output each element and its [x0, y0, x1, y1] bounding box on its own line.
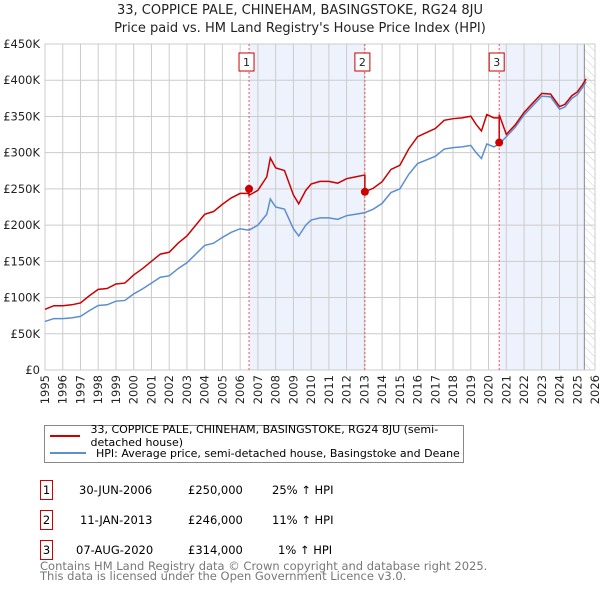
- y-tick-label: £50K: [11, 327, 41, 341]
- x-tick-label: 2017: [428, 375, 442, 404]
- x-tick-label: 2016: [411, 375, 425, 404]
- footer: Contains HM Land Registry data © Crown c…: [40, 559, 488, 583]
- transaction-row: 2 11-JAN-2013 £246,000 11% ↑ HPI: [40, 510, 440, 532]
- sale-label: 2: [359, 56, 366, 69]
- footer-line: This data is licensed under the Open Gov…: [40, 569, 407, 583]
- chart-subtitle: Price paid vs. HM Land Registry's House …: [114, 21, 486, 36]
- y-tick-label: £150K: [3, 254, 40, 268]
- x-tick-label: 2009: [286, 375, 300, 404]
- x-tick-label: 2002: [162, 375, 176, 404]
- x-tick-label: 1995: [38, 375, 52, 404]
- legend-hpi: HPI: Average price, semi-detached house,…: [96, 446, 460, 460]
- x-tick-label: 2024: [553, 375, 567, 404]
- x-tick-label: 2003: [180, 375, 194, 404]
- y-tick-label: £250K: [3, 182, 40, 196]
- transaction-hpi: 11% ↑ HPI: [272, 513, 334, 527]
- transaction-hpi: 1% ↑ HPI: [278, 543, 333, 557]
- x-tick-label: 2013: [357, 375, 371, 404]
- x-tick-label: 1999: [109, 375, 123, 404]
- sale-label: 3: [493, 56, 500, 69]
- sale-label: 1: [243, 56, 250, 69]
- footer-line: Contains HM Land Registry data © Crown c…: [40, 559, 488, 573]
- x-tick-label: 2023: [535, 375, 549, 404]
- x-tick-label: 2011: [322, 375, 336, 404]
- shaded-period: [249, 44, 365, 370]
- legend-property: 33, COPPICE PALE, CHINEHAM, BASINGSTOKE,…: [90, 423, 439, 449]
- property-price-line: [44, 78, 587, 311]
- transaction-price: £314,000: [188, 543, 243, 557]
- x-tick-label: 2020: [482, 375, 496, 404]
- x-tick-label: 2001: [144, 375, 158, 404]
- transaction-row: 1 30-JUN-2006 £250,000 25% ↑ HPI: [40, 480, 440, 502]
- y-tick-label: £100K: [3, 291, 40, 305]
- transaction-date: 07-AUG-2020: [76, 543, 154, 557]
- sale-label-box: [354, 52, 371, 72]
- y-tick-label: £450K: [3, 37, 40, 51]
- y-tick-label: £400K: [3, 73, 40, 87]
- sale-label-box: [488, 52, 505, 72]
- y-tick-label: £300K: [3, 146, 40, 160]
- x-tick-label: 2008: [269, 375, 283, 404]
- y-tick-label: £0: [25, 363, 40, 377]
- x-tick-label: 2005: [215, 375, 229, 404]
- y-tick-label: £200K: [3, 218, 40, 232]
- chart-title: 33, COPPICE PALE, CHINEHAM, BASINGSTOKE,…: [117, 3, 483, 18]
- x-tick-label: 2014: [375, 375, 389, 404]
- transaction-date: 11-JAN-2013: [80, 513, 153, 527]
- x-tick-label: 2022: [517, 375, 531, 404]
- transaction-hpi: 25% ↑ HPI: [272, 483, 334, 497]
- x-tick-label: 2012: [340, 375, 354, 404]
- legend: 33, COPPICE PALE, CHINEHAM, BASINGSTOKE,…: [44, 423, 464, 463]
- x-tick-label: 1998: [91, 375, 105, 404]
- legend-swatch-property: [50, 435, 81, 437]
- x-tick-label: 1996: [56, 375, 70, 404]
- x-tick-label: 2026: [588, 375, 600, 404]
- x-tick-label: 2004: [198, 375, 212, 404]
- x-tick-label: 2006: [233, 375, 247, 404]
- sale-point: [360, 187, 369, 196]
- transaction-price: £250,000: [188, 483, 243, 497]
- transaction-marker: 1: [40, 480, 53, 500]
- x-tick-label: 2010: [304, 375, 318, 404]
- transaction-row: 3 07-AUG-2020 £314,000 1% ↑ HPI: [40, 540, 440, 562]
- x-tick-label: 2015: [393, 375, 407, 404]
- sale-point: [245, 184, 254, 193]
- transaction-price: £246,000: [188, 513, 243, 527]
- x-tick-label: 2021: [499, 375, 513, 404]
- x-tick-label: 2018: [446, 375, 460, 404]
- price-chart: 1995 1996 1997 1998 1999 2000 2001 2002 2003 2004…: [3, 37, 600, 404]
- hpi-line: [44, 81, 587, 323]
- forecast-hatch: [584, 44, 595, 370]
- x-tick-label: 2007: [251, 375, 265, 404]
- plot-border: [44, 43, 596, 371]
- sale-point: [495, 138, 504, 147]
- y-tick-label: £350K: [3, 109, 40, 123]
- x-tick-label: 2019: [464, 375, 478, 404]
- transaction-date: 30-JUN-2006: [79, 483, 153, 497]
- x-tick-label: 1997: [73, 375, 87, 404]
- transaction-marker: 2: [40, 510, 53, 530]
- x-tick-label: 2000: [127, 375, 141, 404]
- x-tick-label: 2025: [570, 375, 584, 404]
- sale-label-box: [238, 52, 255, 72]
- transaction-marker: 3: [40, 540, 53, 560]
- legend-swatch-hpi: [50, 452, 86, 454]
